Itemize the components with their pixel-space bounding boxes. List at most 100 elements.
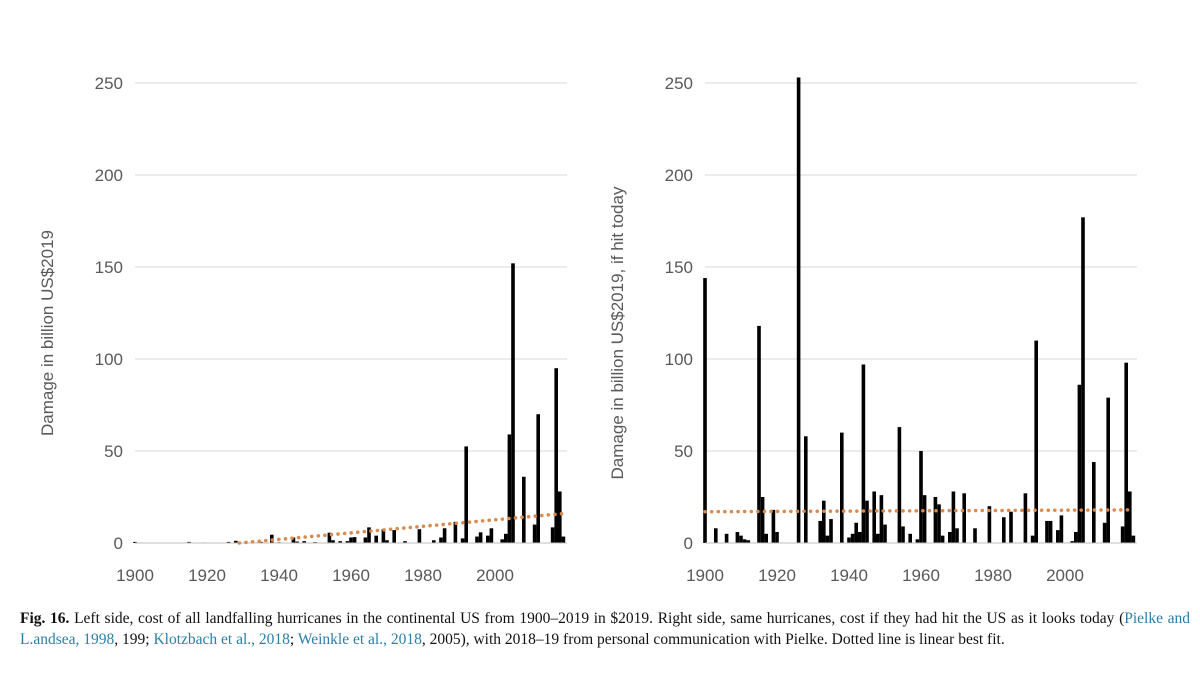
caption-ref-link[interactable]: Pielke and L.andsea, 1998 [20,610,1190,648]
bar [1056,530,1060,543]
bar [742,539,747,543]
bar [760,497,765,543]
caption-text: , 2005), with 2018–19 from personal comm… [421,631,1005,648]
bar [367,527,371,543]
bar [1023,493,1028,543]
bar [489,528,494,543]
bar [302,541,306,543]
y-tick-label: 100 [95,350,123,369]
figure-caption: Fig. 16. Left side, cost of all landfall… [20,608,1190,650]
bar [561,536,566,543]
caption-label: Fig. 16. [20,610,70,627]
y-axis-title: Damage in billion US$2019, if hit today [608,186,627,479]
caption-ref-link[interactable]: Klotzbach et al., 2018 [153,631,290,648]
bar [504,533,508,543]
caption-text: Left side, cost of all landfalling hurri… [74,610,1125,627]
bar [858,531,862,543]
bar [345,541,350,543]
bar [865,500,869,543]
bar [987,506,992,543]
bar [735,531,740,543]
bar [532,524,537,543]
bar [453,521,458,543]
bar [486,535,490,543]
bar [872,491,876,543]
bar [1009,511,1013,543]
bar [1077,384,1082,543]
trend-line [237,511,566,545]
bar [879,495,884,543]
bar [915,539,920,543]
bar [1074,531,1078,543]
bar [746,540,750,543]
caption-text: , 199; [114,631,154,648]
y-tick-label: 250 [95,74,123,93]
bar [327,532,332,543]
bar [439,537,443,543]
x-tick-label: 1960 [902,566,940,585]
bar [933,497,938,543]
x-tick-label: 1940 [260,566,298,585]
bar [259,541,263,543]
bar [295,541,299,543]
bar [392,530,396,543]
bar [804,436,808,543]
bar [818,520,822,543]
bar [417,529,422,543]
bar [550,527,555,543]
bar [1034,340,1038,543]
bar [1106,397,1110,543]
y-tick-label: 50 [104,442,123,461]
bar [901,526,905,543]
y-tick-label: 100 [665,350,693,369]
bar [847,537,851,543]
bar [1045,520,1049,543]
bar [381,529,386,543]
bar [1059,515,1064,543]
bar [1131,535,1136,543]
bar [850,533,855,543]
bar [1048,520,1053,543]
y-tick-label: 0 [684,534,693,553]
x-tick-label: 1920 [188,566,226,585]
bar [771,509,776,543]
x-tick-label: 1920 [758,566,796,585]
bar [739,535,743,543]
bar [536,414,540,543]
trend-line [703,508,1136,514]
bar [1092,462,1096,543]
y-axis-title: Damage in billion US$2019 [38,230,57,436]
bar [919,451,923,543]
bar [922,495,927,543]
bar [822,500,826,543]
bar [1102,522,1107,543]
caption-ref-link[interactable]: Weinkle et al., 2018 [297,631,422,648]
bar [442,528,447,543]
x-tick-label: 2000 [1046,566,1084,585]
bar [338,541,342,543]
bar [234,540,238,543]
bar [464,446,468,543]
bar [507,434,512,543]
bar [1070,541,1074,543]
bar [703,278,707,543]
bar [511,263,515,543]
bar [876,533,880,543]
bar [937,504,941,543]
y-tick-label: 250 [665,74,693,93]
bar [187,541,191,543]
bar [724,533,729,543]
bar [352,537,357,543]
bar [460,538,465,543]
bar [403,541,407,543]
bar [331,540,335,543]
bar [363,537,368,543]
x-tick-label: 1980 [404,566,442,585]
bar [948,531,952,543]
y-tick-label: 0 [114,534,123,553]
bar [714,528,718,543]
y-tick-label: 150 [665,258,693,277]
bar [226,541,231,543]
bar [955,528,959,543]
bar [349,537,353,543]
